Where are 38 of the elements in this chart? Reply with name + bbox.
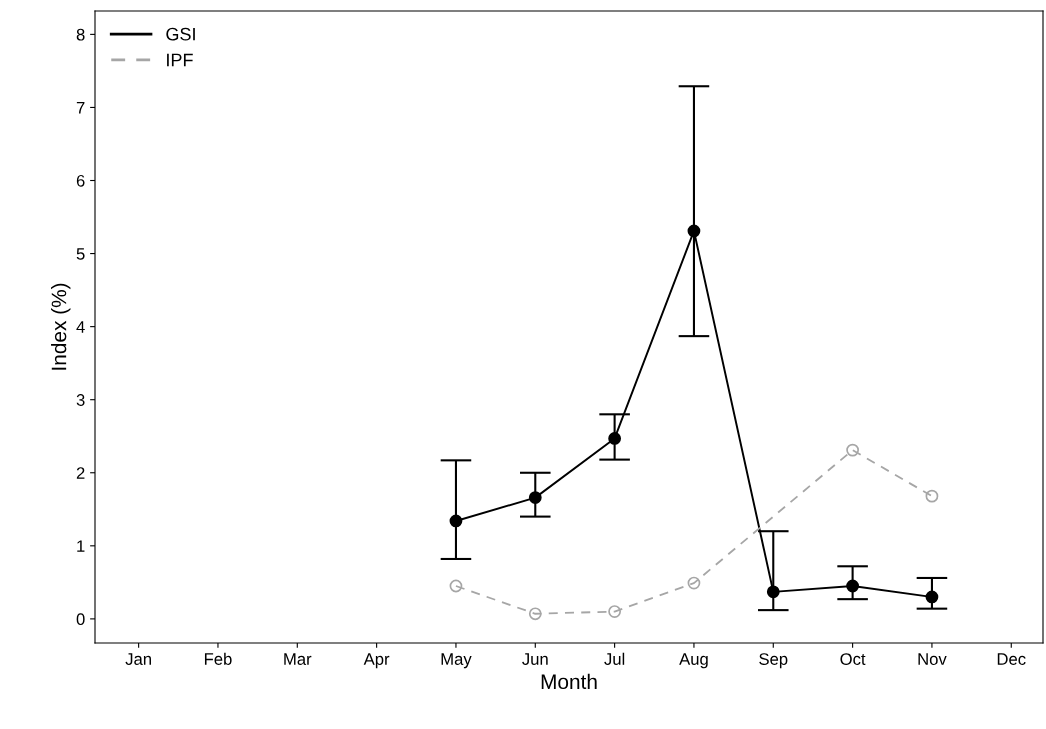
point: [528, 491, 542, 504]
point: [925, 590, 939, 604]
point: [925, 489, 939, 503]
y-axis-title: Index (%): [51, 283, 71, 370]
point: [766, 585, 780, 599]
point: [449, 579, 463, 593]
x-tick-label: Apr: [363, 653, 390, 669]
y-tick-label: 3: [76, 394, 85, 406]
x-tick-label: Jul: [604, 652, 625, 665]
x-axis-title: Month: [541, 673, 597, 690]
x-tick-label: Jun: [522, 653, 548, 665]
x-tick-label: Dec: [997, 653, 1026, 665]
legend-label: IPF: [167, 53, 193, 67]
x-tick-label: Oct: [840, 653, 866, 665]
y-tick-label: 2: [76, 467, 85, 479]
y-tick-label: 6: [76, 174, 85, 187]
y-tick-label: 4: [76, 321, 85, 333]
point: [449, 514, 463, 528]
x-tick-label: Sep: [759, 653, 788, 669]
y-tick-label: 7: [76, 102, 85, 114]
point: [608, 432, 622, 445]
x-tick-label: Mar: [284, 653, 312, 665]
point: [687, 576, 701, 590]
x-tick-label: Feb: [204, 652, 232, 665]
x-tick-label: Jan: [125, 653, 151, 665]
point: [528, 607, 542, 621]
legend-label: GSI: [166, 27, 195, 41]
y-tick-label: 5: [76, 248, 85, 260]
x-tick-label: Nov: [918, 653, 947, 665]
y-tick-label: 8: [76, 28, 85, 41]
y-tick-label: 1: [77, 540, 85, 552]
point: [608, 605, 622, 618]
y-tick-label: 0: [76, 613, 85, 626]
point: [846, 443, 859, 457]
point: [846, 579, 859, 593]
point: [687, 224, 701, 238]
x-tick-label: May: [441, 653, 472, 669]
x-tick-label: Aug: [679, 653, 708, 669]
